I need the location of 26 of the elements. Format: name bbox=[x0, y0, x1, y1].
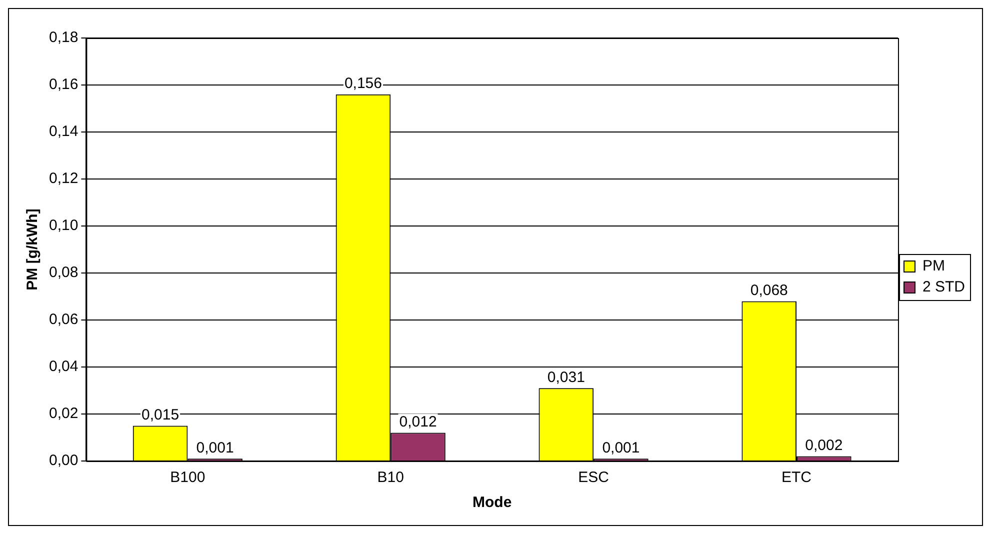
data-label: 0,001 bbox=[602, 439, 640, 456]
y-tick-label: 0,16 bbox=[48, 76, 78, 94]
data-label: 0,031 bbox=[547, 368, 585, 386]
data-label: 0,156 bbox=[344, 75, 382, 92]
x-tick-label: ESC bbox=[578, 469, 610, 486]
data-label: 0,012 bbox=[399, 413, 437, 430]
y-tick-label: 0,04 bbox=[48, 358, 78, 376]
y-tick-label: 0,14 bbox=[48, 123, 78, 140]
y-tick-label: 0,08 bbox=[48, 264, 78, 282]
legend-label: PM bbox=[922, 258, 945, 275]
y-tick-label: 0,02 bbox=[48, 405, 78, 422]
x-tick-label: ETC bbox=[782, 469, 812, 486]
data-label: 0,002 bbox=[805, 436, 843, 454]
y-tick-label: 0,00 bbox=[48, 452, 78, 470]
y-axis-title: PM [g/kWh] bbox=[24, 208, 42, 290]
x-tick-label: B10 bbox=[377, 469, 404, 486]
data-label: 0,015 bbox=[141, 406, 180, 424]
y-tick-label: 0,06 bbox=[48, 311, 78, 328]
y-tick-label: 0,10 bbox=[48, 217, 78, 234]
data-label: 0,068 bbox=[750, 282, 788, 299]
x-axis-title: Mode bbox=[472, 494, 512, 512]
x-tick-label: B100 bbox=[170, 469, 206, 486]
y-tick-label: 0,18 bbox=[48, 29, 78, 46]
legend-label: 2 STD bbox=[922, 278, 966, 296]
y-tick-label: 0,12 bbox=[48, 170, 78, 188]
data-label: 0,001 bbox=[196, 439, 234, 456]
